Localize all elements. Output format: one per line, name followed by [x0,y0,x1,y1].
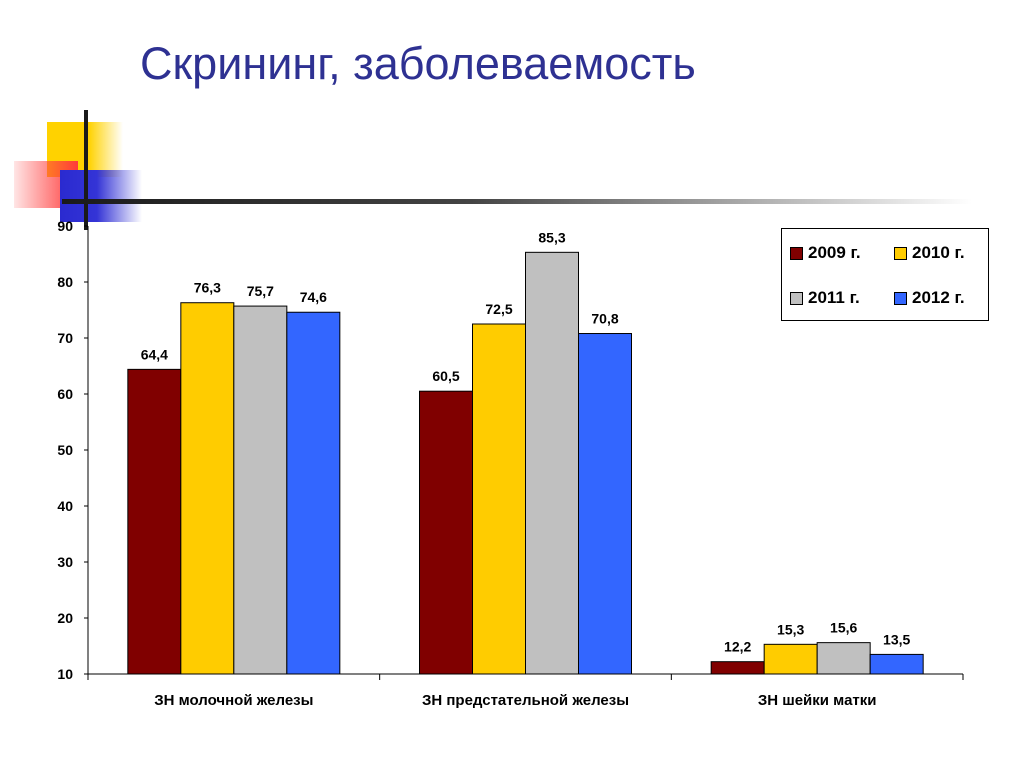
bar-2-0 [233,305,288,675]
legend-item-2009: 2009 г. [790,243,861,263]
category-label: ЗН предстательной железы [422,692,629,709]
bar-3-1 [578,333,632,675]
data-label: 72,5 [485,301,512,317]
legend-label-2009: 2009 г. [808,243,861,262]
category-label: ЗН шейки матки [758,692,877,709]
legend-swatch-2010 [894,246,907,260]
y-tick-label: 40 [57,498,73,514]
bar-2-2 [816,642,871,675]
bar-0-1 [419,390,473,675]
decor-blue-square [60,170,142,222]
data-label: 74,6 [300,289,327,305]
legend-label-2012: 2012 г. [912,288,965,307]
data-label: 15,6 [830,620,857,636]
legend-item-2010: 2010 г. [894,243,965,263]
y-tick-label: 60 [57,386,73,402]
decor-horizontal-line [62,199,972,204]
y-tick-label: 10 [57,666,73,682]
legend-item-2011: 2011 г. [790,288,860,308]
data-label: 15,3 [777,621,804,637]
data-label: 13,5 [883,631,910,647]
decor-vertical-line [84,110,88,230]
data-label: 12,2 [724,639,751,655]
bar-3-2 [869,653,924,675]
data-label: 76,3 [194,280,221,296]
chart-legend: 2009 г. 2010 г. 2011 г. 2012 г. [781,228,989,321]
bar-2-1 [525,251,579,675]
bar-0-0 [127,368,182,675]
legend-swatch-2009 [790,246,803,260]
y-tick-label: 30 [57,554,73,570]
y-tick-label: 80 [57,274,73,290]
bar-0-2 [710,661,765,675]
bar-1-0 [180,302,235,675]
category-label: ЗН молочной железы [154,692,313,709]
bar-3-0 [286,311,341,675]
data-label: 75,7 [247,283,274,299]
legend-label-2010: 2010 г. [912,243,965,262]
bar-1-1 [472,323,526,675]
legend-swatch-2012 [894,291,907,305]
data-label: 64,4 [141,346,168,362]
y-tick-label: 90 [57,218,73,234]
legend-item-2012: 2012 г. [894,288,965,308]
y-tick-label: 70 [57,330,73,346]
data-label: 60,5 [432,368,459,384]
bar-1-2 [763,643,818,675]
slide-title: Скрининг, заболеваемость [140,38,696,89]
legend-label-2011: 2011 г. [808,288,860,307]
y-tick-label: 20 [57,610,73,626]
data-label: 85,3 [538,229,565,245]
legend-swatch-2011 [790,291,803,305]
data-label: 70,8 [591,311,618,327]
y-tick-label: 50 [57,442,73,458]
